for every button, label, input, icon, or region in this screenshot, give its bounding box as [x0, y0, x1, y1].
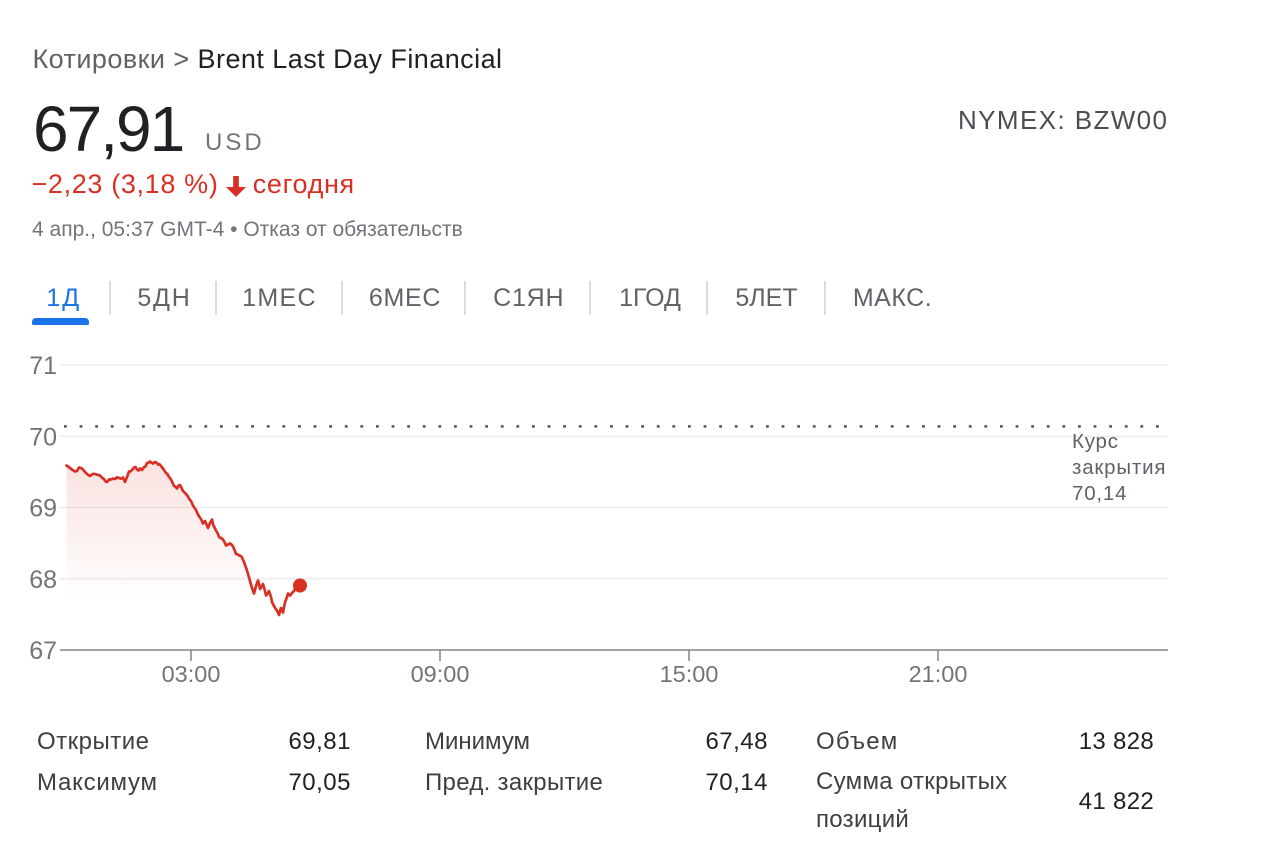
svg-text:закрытия: закрытия — [1072, 456, 1166, 479]
svg-text:69: 69 — [29, 495, 57, 523]
svg-text:09:00: 09:00 — [411, 661, 470, 687]
svg-text:68: 68 — [29, 566, 57, 594]
svg-text:67: 67 — [29, 637, 57, 665]
svg-text:03:00: 03:00 — [162, 661, 221, 687]
svg-text:70,14: 70,14 — [1072, 482, 1127, 505]
svg-text:Курс: Курс — [1072, 430, 1119, 453]
svg-text:71: 71 — [29, 352, 57, 380]
svg-text:70: 70 — [29, 423, 57, 451]
svg-text:15:00: 15:00 — [660, 661, 719, 687]
svg-text:21:00: 21:00 — [909, 661, 968, 687]
